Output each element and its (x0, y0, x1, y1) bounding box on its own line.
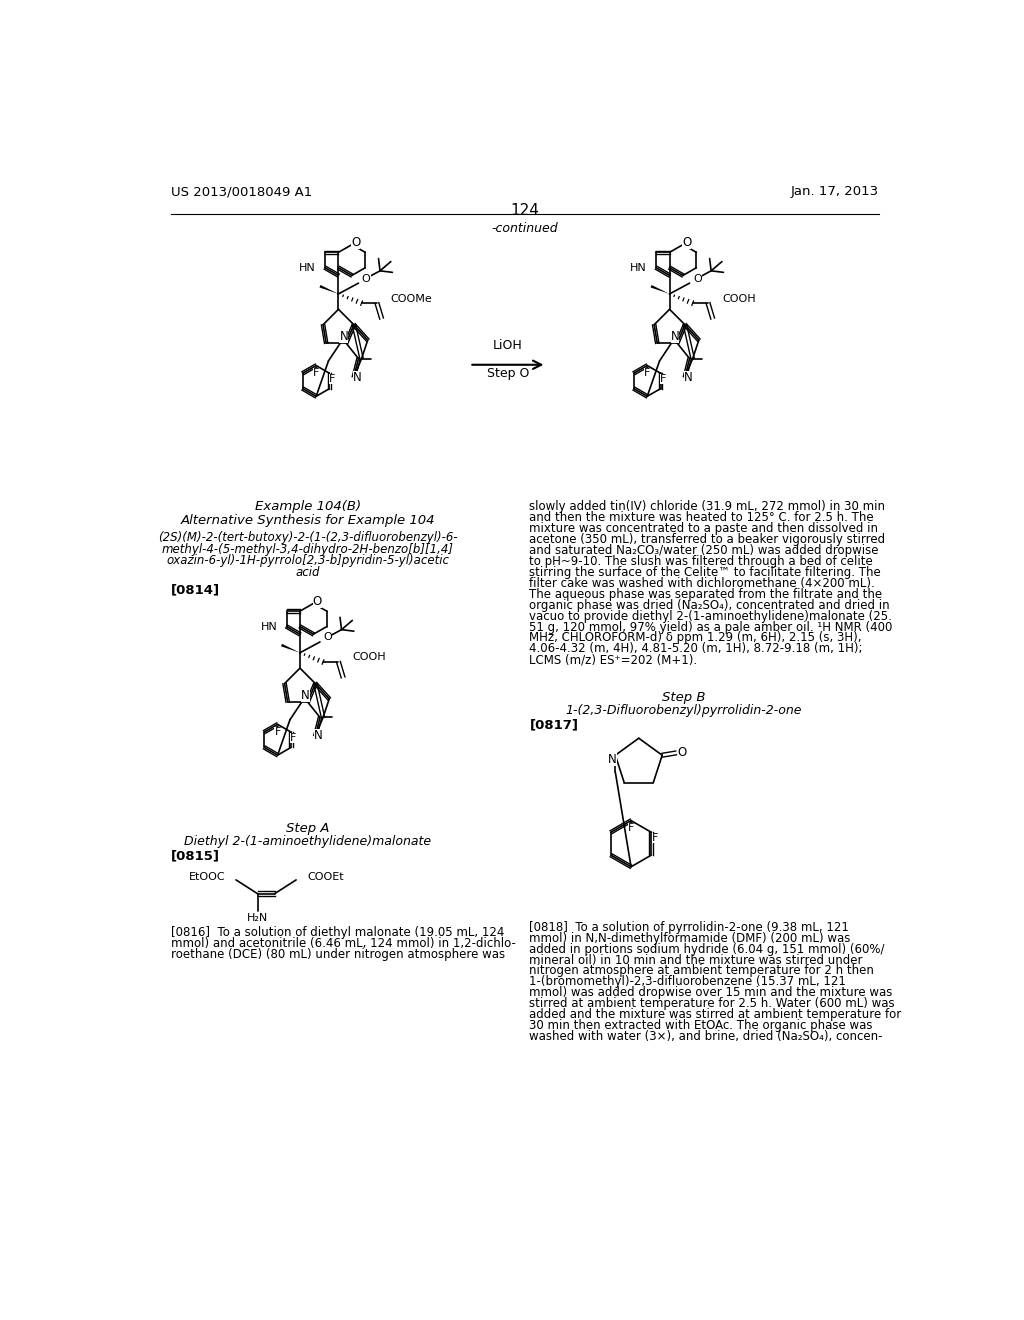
Text: H₂N: H₂N (247, 913, 268, 924)
Text: O: O (682, 236, 691, 249)
Text: acetone (350 mL), transferred to a beaker vigorously stirred: acetone (350 mL), transferred to a beake… (529, 533, 886, 546)
Text: slowly added tin(IV) chloride (31.9 mL, 272 mmol) in 30 min: slowly added tin(IV) chloride (31.9 mL, … (529, 500, 886, 513)
Text: [0814]: [0814] (171, 583, 220, 597)
Text: Jan. 17, 2013: Jan. 17, 2013 (791, 185, 879, 198)
Text: Diethyl 2-(1-aminoethylidene)malonate: Diethyl 2-(1-aminoethylidene)malonate (184, 836, 431, 849)
Text: N: N (671, 330, 679, 343)
Text: Step A: Step A (286, 822, 330, 836)
Text: Step B: Step B (662, 692, 706, 705)
Text: N: N (352, 371, 361, 384)
Text: nitrogen atmosphere at ambient temperature for 2 h then: nitrogen atmosphere at ambient temperatu… (529, 965, 874, 977)
Text: O: O (351, 236, 360, 249)
Text: organic phase was dried (Na₂SO₄), concentrated and dried in: organic phase was dried (Na₂SO₄), concen… (529, 599, 890, 611)
Text: F: F (628, 824, 634, 833)
Text: F: F (659, 375, 666, 384)
Text: MHz, CHLOROFORM-d) δ ppm 1.29 (m, 6H), 2.15 (s, 3H),: MHz, CHLOROFORM-d) δ ppm 1.29 (m, 6H), 2… (529, 631, 862, 644)
Text: O: O (312, 594, 322, 607)
Text: O: O (361, 273, 371, 284)
Text: 1-(2,3-Difluorobenzyl)pyrrolidin-2-one: 1-(2,3-Difluorobenzyl)pyrrolidin-2-one (565, 705, 802, 717)
Text: Alternative Synthesis for Example 104: Alternative Synthesis for Example 104 (180, 515, 435, 527)
Text: 30 min then extracted with EtOAc. The organic phase was: 30 min then extracted with EtOAc. The or… (529, 1019, 872, 1032)
Polygon shape (650, 285, 670, 294)
Text: added in portions sodium hydride (6.04 g, 151 mmol) (60%/: added in portions sodium hydride (6.04 g… (529, 942, 885, 956)
Text: [0815]: [0815] (171, 850, 219, 863)
Text: -continued: -continued (492, 222, 558, 235)
Text: EtOOC: EtOOC (188, 871, 225, 882)
Text: mmol) and acetonitrile (6.46 mL, 124 mmol) in 1,2-dichlo-: mmol) and acetonitrile (6.46 mL, 124 mmo… (171, 937, 515, 950)
Text: oxazin-6-yl)-1H-pyrrolo[2,3-b]pyridin-5-yl)acetic: oxazin-6-yl)-1H-pyrrolo[2,3-b]pyridin-5-… (166, 554, 450, 568)
Text: washed with water (3×), and brine, dried (Na₂SO₄), concen-: washed with water (3×), and brine, dried… (529, 1030, 883, 1043)
Text: HN: HN (299, 263, 315, 273)
Text: F: F (329, 375, 335, 384)
Polygon shape (319, 285, 339, 294)
Text: The aqueous phase was separated from the filtrate and the: The aqueous phase was separated from the… (529, 587, 883, 601)
Text: N: N (608, 752, 616, 766)
Text: mineral oil) in 10 min and the mixture was stirred under: mineral oil) in 10 min and the mixture w… (529, 953, 863, 966)
Text: 4.06-4.32 (m, 4H), 4.81-5.20 (m, 1H), 8.72-9.18 (m, 1H);: 4.06-4.32 (m, 4H), 4.81-5.20 (m, 1H), 8.… (529, 643, 863, 656)
Text: O: O (693, 273, 701, 284)
Text: O: O (678, 746, 687, 759)
Text: COOMe: COOMe (391, 293, 432, 304)
Text: Step O: Step O (486, 367, 529, 380)
Text: COOH: COOH (352, 652, 386, 663)
Text: F: F (651, 833, 658, 843)
Text: mmol) in N,N-dimethylformamide (DMF) (200 mL) was: mmol) in N,N-dimethylformamide (DMF) (20… (529, 932, 851, 945)
Text: N: N (314, 730, 323, 742)
Text: N: N (340, 330, 348, 343)
Text: mmol) was added dropwise over 15 min and the mixture was: mmol) was added dropwise over 15 min and… (529, 986, 893, 999)
Text: 51 g, 120 mmol, 97% yield) as a pale amber oil. ¹H NMR (400: 51 g, 120 mmol, 97% yield) as a pale amb… (529, 620, 893, 634)
Text: added and the mixture was stirred at ambient temperature for: added and the mixture was stirred at amb… (529, 1008, 902, 1022)
Text: (2S)(M)-2-(tert-butoxy)-2-(1-(2,3-difluorobenzyl)-6-: (2S)(M)-2-(tert-butoxy)-2-(1-(2,3-difluo… (158, 531, 458, 544)
Text: F: F (644, 368, 650, 379)
Text: methyl-4-(5-methyl-3,4-dihydro-2H-benzo[b][1,4]: methyl-4-(5-methyl-3,4-dihydro-2H-benzo[… (162, 543, 454, 556)
Text: HN: HN (630, 263, 647, 273)
Text: filter cake was washed with dichloromethane (4×200 mL).: filter cake was washed with dichlorometh… (529, 577, 876, 590)
Text: F: F (313, 368, 319, 379)
Text: roethane (DCE) (80 mL) under nitrogen atmosphere was: roethane (DCE) (80 mL) under nitrogen at… (171, 948, 505, 961)
Text: stirred at ambient temperature for 2.5 h. Water (600 mL) was: stirred at ambient temperature for 2.5 h… (529, 997, 895, 1010)
Polygon shape (281, 644, 300, 653)
Text: [0818]  To a solution of pyrrolidin-2-one (9.38 mL, 121: [0818] To a solution of pyrrolidin-2-one… (529, 921, 849, 933)
Text: [0816]  To a solution of diethyl malonate (19.05 mL, 124: [0816] To a solution of diethyl malonate… (171, 927, 504, 939)
Text: and saturated Na₂CO₃/water (250 mL) was added dropwise: and saturated Na₂CO₃/water (250 mL) was … (529, 544, 879, 557)
Text: and then the mixture was heated to 125° C. for 2.5 h. The: and then the mixture was heated to 125° … (529, 511, 874, 524)
Text: vacuo to provide diethyl 2-(1-aminoethylidene)malonate (25.: vacuo to provide diethyl 2-(1-aminoethyl… (529, 610, 892, 623)
Text: HN: HN (260, 622, 278, 631)
Text: [0817]: [0817] (529, 718, 579, 731)
Text: F: F (290, 733, 297, 743)
Text: to pH~9-10. The slush was filtered through a bed of celite: to pH~9-10. The slush was filtered throu… (529, 554, 873, 568)
Text: LCMS (m/z) ES⁺=202 (M+1).: LCMS (m/z) ES⁺=202 (M+1). (529, 653, 697, 667)
Text: COOH: COOH (722, 293, 756, 304)
Text: 124: 124 (510, 203, 540, 218)
Text: O: O (324, 632, 332, 643)
Text: COOEt: COOEt (307, 871, 343, 882)
Text: mixture was concentrated to a paste and then dissolved in: mixture was concentrated to a paste and … (529, 523, 879, 535)
Text: Example 104(B): Example 104(B) (255, 500, 360, 513)
Text: 1-(bromomethyl)-2,3-difluorobenzene (15.37 mL, 121: 1-(bromomethyl)-2,3-difluorobenzene (15.… (529, 975, 846, 989)
Text: US 2013/0018049 A1: US 2013/0018049 A1 (171, 185, 312, 198)
Text: N: N (301, 689, 309, 702)
Text: acid: acid (295, 566, 319, 578)
Text: stirring the surface of the Celite™ to facilitate filtering. The: stirring the surface of the Celite™ to f… (529, 566, 882, 579)
Text: LiOH: LiOH (493, 339, 522, 352)
Text: N: N (684, 371, 692, 384)
Text: F: F (274, 727, 281, 737)
